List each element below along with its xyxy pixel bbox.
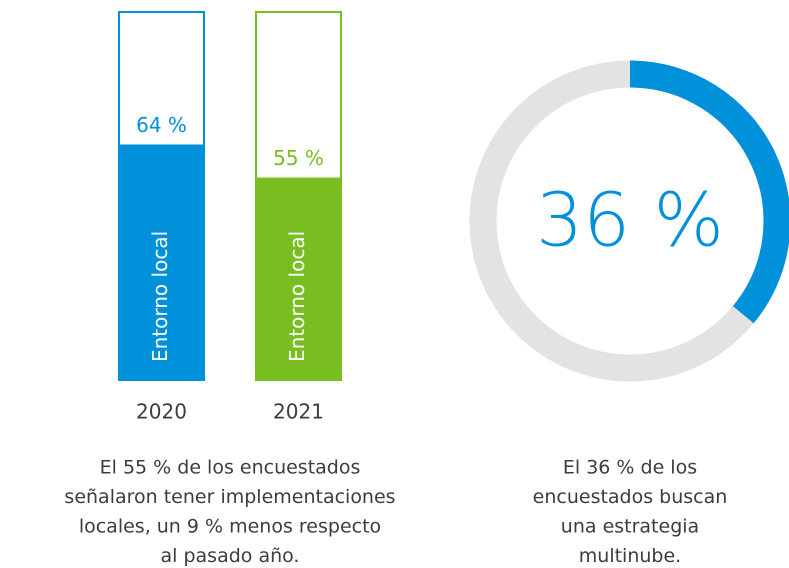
category-label: 2021 <box>273 400 324 424</box>
bar-label: Entorno local <box>285 231 309 362</box>
value-label: 64 % <box>136 113 187 137</box>
bar <box>255 177 342 380</box>
bar <box>118 144 205 380</box>
caption-line: al pasado año. <box>161 545 300 567</box>
caption-line: locales, un 9 % menos respecto <box>79 516 381 538</box>
bar-label: Entorno local <box>148 231 172 362</box>
donut-value-label: 36 % <box>536 178 724 264</box>
caption-line: señalaron tener implementaciones <box>64 486 395 508</box>
caption-line: encuestados buscan <box>533 486 728 508</box>
value-label: 55 % <box>273 146 324 170</box>
caption-line: multinube. <box>579 545 681 567</box>
caption-line: una estrategia <box>561 516 699 538</box>
caption-line: El 55 % de los encuestados <box>100 457 361 479</box>
caption-line: El 36 % de los <box>563 457 697 479</box>
category-label: 2020 <box>136 400 187 424</box>
donut-arc <box>629 60 789 324</box>
